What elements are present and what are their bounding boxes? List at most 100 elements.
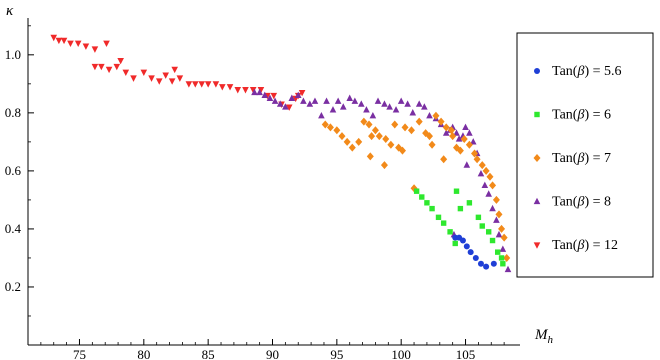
data-point xyxy=(276,100,284,107)
data-point xyxy=(494,249,501,255)
data-point xyxy=(466,129,473,136)
data-point xyxy=(311,97,319,104)
data-point xyxy=(415,100,423,107)
data-point xyxy=(212,81,220,88)
legend-label: Tan(β) = 8 xyxy=(552,195,611,210)
data-point xyxy=(392,106,400,113)
data-point xyxy=(492,195,500,204)
data-point xyxy=(339,103,347,110)
data-point xyxy=(386,103,393,110)
legend-marker xyxy=(533,154,541,162)
data-point xyxy=(453,129,460,136)
series-0 xyxy=(452,234,497,270)
data-point xyxy=(326,123,334,132)
data-point xyxy=(477,260,484,267)
data-point xyxy=(185,81,193,88)
data-point xyxy=(242,87,249,94)
data-point xyxy=(481,181,489,189)
data-point xyxy=(271,97,279,104)
data-point xyxy=(415,117,423,126)
legend-label: Tan(β) = 5.6 xyxy=(552,64,622,79)
data-point xyxy=(300,97,307,104)
data-point xyxy=(155,78,163,85)
data-point xyxy=(113,63,121,71)
data-point xyxy=(504,265,512,273)
legend-marker xyxy=(534,68,540,74)
data-point xyxy=(117,58,124,65)
data-point xyxy=(219,84,226,91)
data-point xyxy=(60,37,68,45)
data-point xyxy=(493,216,500,223)
data-point xyxy=(67,40,74,48)
data-point xyxy=(463,243,470,250)
x-tick-label: 90 xyxy=(266,347,279,360)
data-point xyxy=(371,126,379,135)
data-point xyxy=(148,75,155,82)
data-point xyxy=(270,92,278,100)
data-point xyxy=(404,100,411,107)
x-tick-label: 100 xyxy=(391,347,411,360)
data-point xyxy=(503,253,511,262)
data-point xyxy=(440,220,447,226)
data-point xyxy=(323,97,330,104)
data-point xyxy=(329,106,337,113)
data-point xyxy=(479,223,485,229)
axes: 75 80 85 90 95 100 105 0.2 0.4 0.6 0.8 1.0 κ Mh xyxy=(5,3,554,360)
data-point xyxy=(442,123,450,132)
data-point xyxy=(478,161,486,170)
legend-label: Tan(β) = 7 xyxy=(552,151,611,166)
data-point xyxy=(466,200,473,206)
data-point xyxy=(482,166,490,175)
legend-box xyxy=(516,32,654,278)
data-point xyxy=(463,161,471,168)
data-point xyxy=(140,69,148,77)
data-point xyxy=(467,249,474,256)
data-point xyxy=(498,255,505,261)
data-point xyxy=(257,87,265,94)
data-point xyxy=(334,97,342,104)
data-point xyxy=(298,89,306,97)
data-point xyxy=(55,37,63,45)
data-point xyxy=(282,103,289,110)
data-point xyxy=(421,103,428,110)
data-point xyxy=(465,140,473,149)
data-point xyxy=(256,88,263,96)
data-point xyxy=(375,132,383,141)
y-tick-label: 1.0 xyxy=(5,47,21,62)
data-point xyxy=(162,72,169,79)
data-point xyxy=(495,210,503,219)
data-point xyxy=(428,140,436,149)
data-point xyxy=(360,117,368,126)
data-point xyxy=(425,132,433,141)
x-tick-label: 85 xyxy=(202,347,215,360)
data-point xyxy=(251,88,258,96)
series-2 xyxy=(321,111,511,262)
data-point xyxy=(198,81,206,88)
data-point xyxy=(462,123,469,130)
data-point xyxy=(489,181,497,190)
data-point xyxy=(333,126,341,135)
data-point xyxy=(471,149,479,158)
data-point xyxy=(432,111,440,120)
data-point xyxy=(130,75,137,82)
data-point xyxy=(338,132,346,141)
data-point xyxy=(455,135,463,142)
x-tick-label: 75 xyxy=(73,347,86,360)
data-point xyxy=(91,46,99,53)
data-point xyxy=(472,254,479,261)
data-point xyxy=(355,137,363,146)
data-point xyxy=(234,87,242,94)
series-1 xyxy=(413,188,506,267)
data-point xyxy=(485,229,492,235)
data-point xyxy=(261,91,269,99)
legend-label: Tan(β) = 6 xyxy=(552,108,611,123)
data-point xyxy=(288,94,296,101)
data-point xyxy=(435,214,442,221)
data-point xyxy=(495,230,503,238)
x-tick-label: 105 xyxy=(456,347,476,360)
data-point xyxy=(498,224,506,233)
data-point xyxy=(363,106,370,113)
data-point xyxy=(483,263,490,270)
data-points xyxy=(50,34,512,273)
